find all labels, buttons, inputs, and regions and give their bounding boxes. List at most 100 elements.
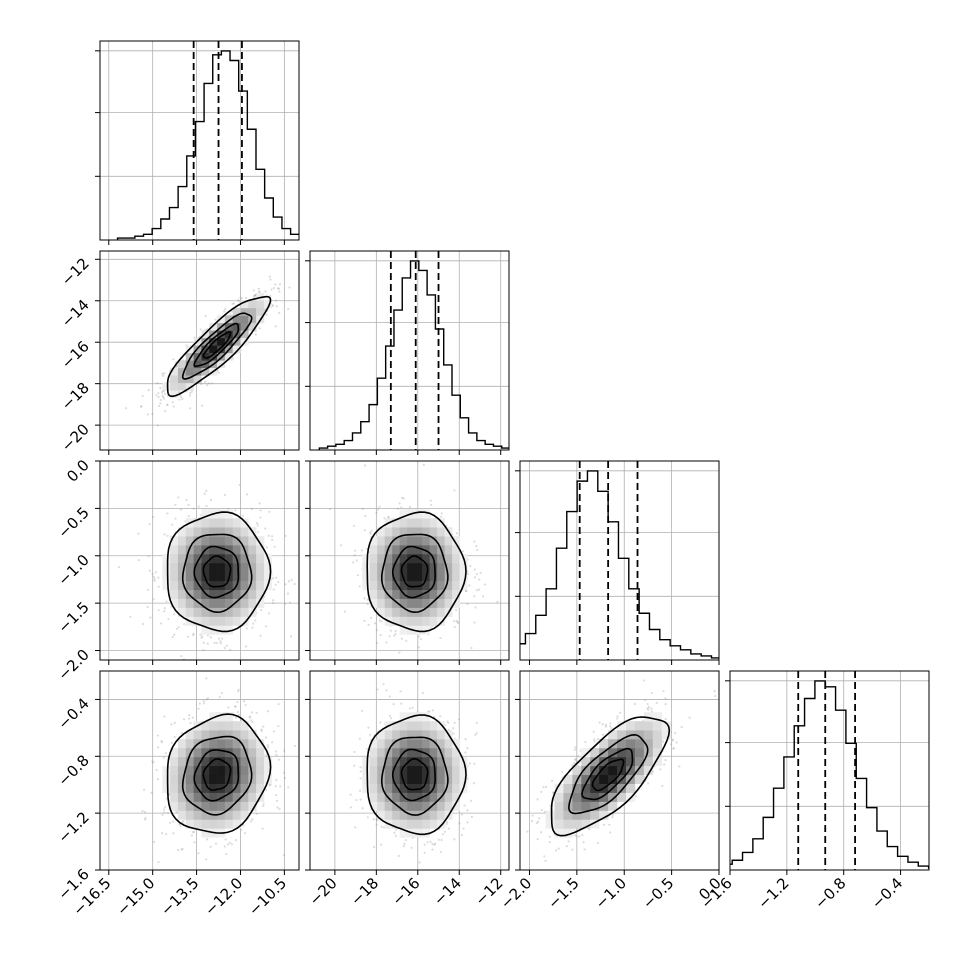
- scatter-point: [237, 688, 240, 691]
- scatter-point: [465, 589, 468, 593]
- density-cell: [248, 536, 257, 546]
- scatter-point: [258, 502, 261, 505]
- scatter-point: [175, 627, 178, 630]
- density-cell: [170, 367, 179, 376]
- scatter-point: [240, 828, 243, 831]
- density-cell: [185, 810, 194, 820]
- scatter-point: [200, 636, 203, 640]
- y-tick-label: −14: [58, 296, 93, 331]
- scatter-point: [265, 788, 268, 791]
- scatter-point: [182, 718, 186, 721]
- density-cell: [217, 518, 226, 528]
- density-cell: [232, 801, 241, 811]
- density-cell: [193, 571, 202, 582]
- scatter-point: [157, 861, 160, 864]
- density-cell: [232, 589, 241, 599]
- scatter-point: [190, 390, 194, 393]
- scatter-point: [199, 633, 202, 636]
- scatter-point: [267, 612, 271, 615]
- hist-bar: [247, 129, 256, 240]
- scatter-point: [228, 841, 231, 844]
- scatter-point: [151, 572, 154, 576]
- scatter-point: [203, 492, 206, 495]
- scatter-point: [356, 574, 360, 577]
- scatter-point: [219, 640, 222, 643]
- density-cell: [263, 300, 273, 309]
- density-cell: [377, 527, 386, 537]
- density-cell: [209, 352, 218, 361]
- density-cell: [177, 527, 187, 537]
- density-cell: [232, 792, 241, 802]
- scatter-point: [392, 703, 395, 706]
- density-cell: [384, 536, 393, 546]
- hist-bar: [386, 346, 394, 450]
- scatter-point: [475, 544, 478, 548]
- density-cell: [263, 571, 273, 582]
- density-cell: [193, 607, 202, 617]
- scatter-point: [355, 559, 358, 562]
- density-cell: [256, 765, 265, 776]
- scatter-point: [470, 815, 474, 819]
- hist-panel-2: [515, 460, 720, 665]
- scatter-point: [197, 852, 200, 855]
- scatter-point: [422, 463, 425, 467]
- density-cell: [256, 747, 265, 758]
- scatter-point: [387, 516, 390, 519]
- scatter-point: [469, 799, 473, 802]
- scatter-point: [369, 532, 372, 535]
- scatter-panel-1-0: −20−18−16−14−12: [58, 250, 300, 455]
- scatter-point: [380, 843, 383, 846]
- scatter-point: [162, 756, 165, 759]
- density-cell: [377, 598, 386, 608]
- contour-line: [202, 331, 232, 359]
- density-cell: [201, 345, 210, 354]
- scatter-point: [261, 827, 264, 830]
- scatter-point: [202, 641, 205, 644]
- density-cell: [384, 607, 393, 617]
- density-cell: [217, 337, 226, 346]
- scatter-point: [163, 533, 166, 536]
- scatter-point: [363, 597, 366, 600]
- scatter-point: [283, 749, 286, 752]
- scatter-point: [457, 621, 460, 624]
- scatter-point: [168, 380, 171, 383]
- density-cell: [177, 792, 187, 802]
- scatter-point: [163, 610, 166, 613]
- scatter-point: [147, 388, 150, 392]
- scatter-point: [361, 807, 364, 810]
- scatter-point: [398, 651, 401, 654]
- scatter-point: [352, 524, 356, 527]
- scatter-point: [275, 305, 278, 308]
- x-tick-label: −12.0: [201, 874, 246, 919]
- scatter-point: [389, 629, 392, 632]
- scatter-point: [241, 514, 244, 517]
- scatter-point: [141, 810, 144, 813]
- scatter-point: [367, 726, 370, 729]
- scatter-point: [382, 826, 385, 829]
- scatter-point: [143, 818, 147, 821]
- scatter-point: [400, 637, 403, 640]
- scatter-point: [390, 717, 393, 720]
- scatter-point: [255, 812, 258, 816]
- density-cell: [414, 527, 423, 537]
- density-cell: [224, 330, 233, 339]
- scatter-point: [213, 641, 216, 644]
- density-cell: [201, 616, 210, 626]
- scatter-point: [260, 728, 263, 731]
- density-cell: [185, 562, 194, 573]
- scatter-point: [245, 296, 248, 300]
- density-cell: [437, 598, 445, 608]
- scatter-point: [180, 731, 183, 735]
- scatter-point: [343, 610, 346, 613]
- scatter-point: [192, 633, 195, 637]
- scatter-point: [275, 779, 278, 782]
- scatter-point: [148, 569, 151, 572]
- scatter-point: [433, 843, 436, 846]
- scatter-point: [474, 733, 477, 736]
- density-cell: [193, 756, 202, 767]
- density-cell: [414, 580, 423, 591]
- density-cell: [232, 739, 241, 749]
- scatter-point: [215, 641, 218, 645]
- scatter-point: [417, 646, 420, 649]
- scatter-point: [385, 641, 388, 644]
